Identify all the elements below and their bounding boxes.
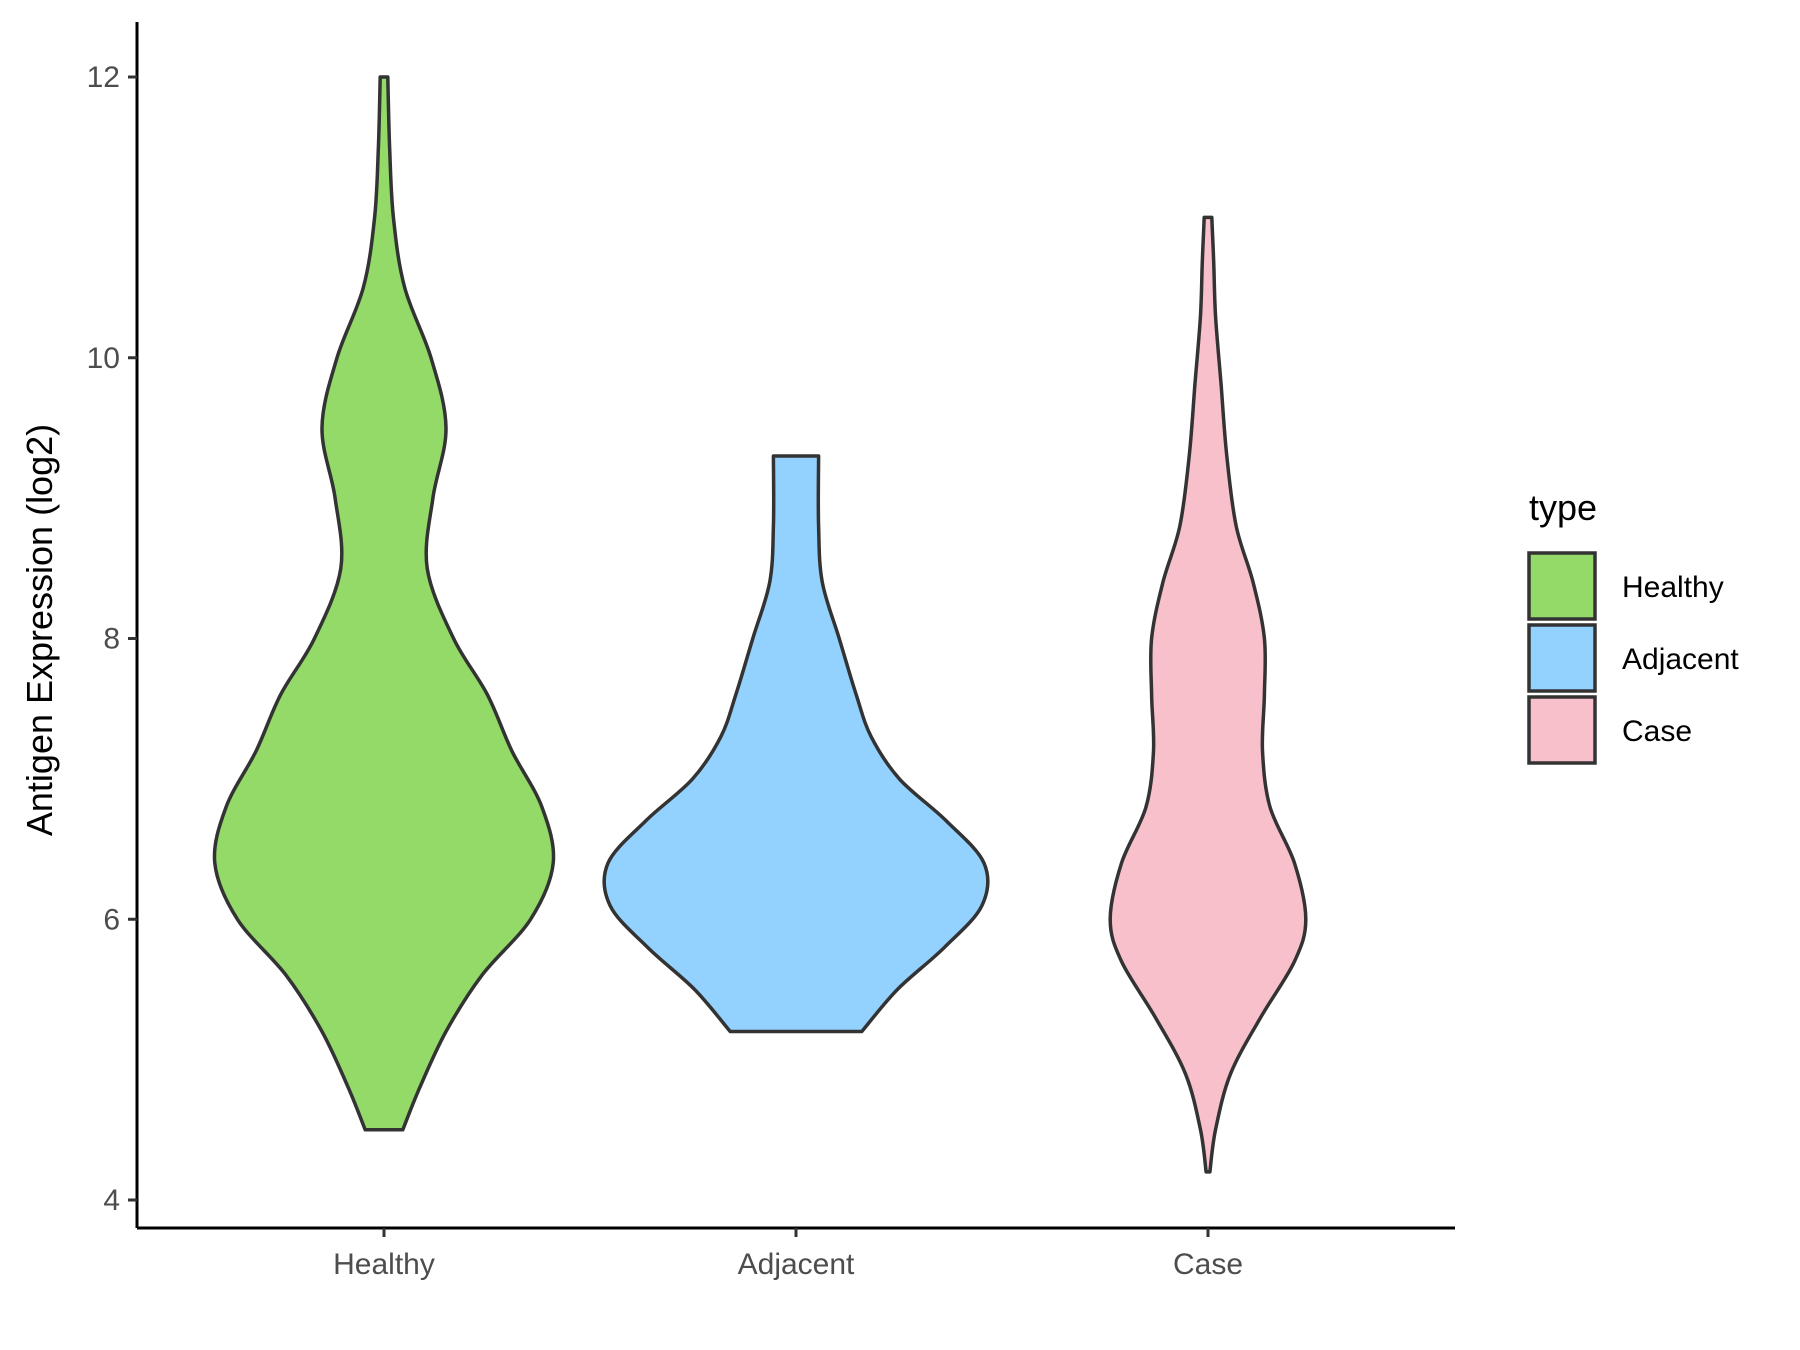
y-tick-label: 4 xyxy=(103,1184,120,1217)
y-tick-label: 10 xyxy=(87,342,120,375)
x-tick-label: Healthy xyxy=(333,1248,435,1281)
legend-label-case: Case xyxy=(1622,715,1692,748)
legend-key-case xyxy=(1527,695,1597,765)
legend-key-adjacent xyxy=(1527,623,1597,693)
y-axis-title: Antigen Expression (log2) xyxy=(19,424,60,836)
x-tick-label: Adjacent xyxy=(738,1248,855,1281)
legend-key-healthy xyxy=(1527,551,1597,621)
violin-case xyxy=(1108,215,1308,1174)
violin-adjacent xyxy=(602,454,990,1034)
violin-healthy xyxy=(212,75,556,1132)
y-tick-label: 12 xyxy=(87,61,120,94)
axes-layer: 4 6 8 10 12 Healthy Adjacent Case xyxy=(87,22,1455,1281)
violins-layer xyxy=(212,75,1308,1174)
legend-label-healthy: Healthy xyxy=(1622,571,1724,604)
legend-title: type xyxy=(1529,487,1597,528)
x-tick-label: Case xyxy=(1173,1248,1243,1281)
legend: type Healthy Adjacent Case xyxy=(1527,487,1739,765)
legend-label-adjacent: Adjacent xyxy=(1622,643,1739,676)
y-tick-label: 6 xyxy=(103,903,120,936)
y-tick-label: 8 xyxy=(103,623,120,656)
